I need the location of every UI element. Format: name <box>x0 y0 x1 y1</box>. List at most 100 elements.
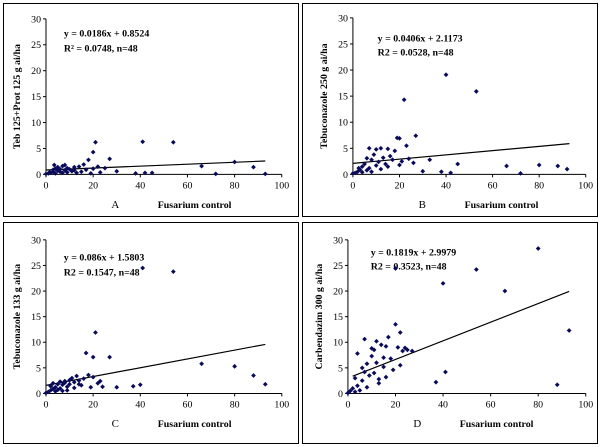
data-point <box>262 381 268 387</box>
data-point <box>355 383 360 389</box>
data-point <box>402 345 408 351</box>
y-tick-label: 25 <box>31 40 41 51</box>
data-point <box>57 379 63 385</box>
data-point <box>76 378 82 384</box>
x-axis-title: Fusarium control <box>158 200 232 211</box>
data-point <box>376 159 381 165</box>
x-axis-title: Fusarium control <box>460 419 534 430</box>
x-tick-label: 0 <box>345 399 350 410</box>
data-point <box>93 330 98 335</box>
data-point <box>90 374 96 380</box>
x-tick-label: 0 <box>350 180 355 191</box>
data-point <box>536 162 542 168</box>
data-point <box>413 133 419 139</box>
data-point <box>130 383 136 389</box>
data-point <box>366 145 372 151</box>
y-tick-label: 20 <box>333 287 343 298</box>
r-squared-label: R² = 0.0748, n=48 <box>64 44 138 55</box>
y-tick-label: 5 <box>36 144 41 155</box>
data-point <box>401 97 407 103</box>
data-point <box>90 149 96 155</box>
data-point <box>262 171 268 177</box>
x-tick-label: 100 <box>274 180 289 191</box>
data-point <box>397 162 402 168</box>
data-point <box>88 170 94 176</box>
data-point <box>213 171 219 177</box>
data-point <box>390 157 395 163</box>
data-point <box>347 388 353 394</box>
regression-equation: y = 0.1819x + 2.9979 <box>371 248 457 259</box>
data-point <box>385 334 391 340</box>
data-point <box>443 72 449 78</box>
data-point <box>518 170 523 176</box>
trendline <box>352 290 570 377</box>
y-tick-label: 5 <box>343 144 348 155</box>
data-point <box>366 165 372 171</box>
chart-panel-a: 0 5 10 15 20 25 30 0 20 40 60 80 100 Teb 125+Prot 125… <box>3 3 299 217</box>
data-point <box>448 170 454 176</box>
data-point <box>232 159 237 165</box>
y-axis-title: Carbendazim 300 g ai/ha <box>314 264 325 370</box>
data-point <box>57 385 63 391</box>
data-point <box>554 382 560 388</box>
x-tick-label: 80 <box>230 399 240 410</box>
data-point <box>114 384 120 390</box>
y-axis-title: Tebuconazole 250 g ai/ha <box>319 43 330 148</box>
data-point <box>409 348 415 354</box>
data-point <box>114 168 120 174</box>
data-point <box>411 160 416 166</box>
data-point <box>371 370 377 376</box>
data-point <box>199 163 204 169</box>
data-point <box>364 167 370 173</box>
data-point <box>400 348 406 354</box>
data-point <box>83 167 89 173</box>
data-point <box>374 360 379 366</box>
x-tick-label: 80 <box>533 399 543 410</box>
data-point <box>374 338 379 344</box>
data-point <box>357 388 363 393</box>
scatter-plot-c: 0 5 10 15 20 25 30 0 20 40 60 80 100 Tebuconazole 133… <box>12 235 289 430</box>
data-point <box>107 156 113 162</box>
data-point <box>397 136 402 141</box>
data-point <box>43 171 49 177</box>
y-tick-label: 25 <box>333 261 343 272</box>
panel-label-c: C <box>112 418 119 430</box>
x-tick-label: 100 <box>578 399 593 410</box>
x-tick-label: 60 <box>488 180 498 191</box>
data-point <box>392 148 398 154</box>
y-tick-label: 0 <box>36 389 41 400</box>
data-point <box>355 351 360 356</box>
y-tick-label: 15 <box>338 92 348 103</box>
data-point <box>383 374 389 380</box>
x-tick-label: 100 <box>578 180 593 191</box>
data-point <box>170 269 176 274</box>
y-tick-label: 30 <box>31 235 41 246</box>
x-tick-label: 20 <box>391 399 401 410</box>
data-point <box>364 155 370 161</box>
chart-panel-d: 0 5 10 15 20 25 30 0 20 40 60 80 100 Carbendazim 300 … <box>302 222 598 444</box>
chart-panel-c: 0 5 10 15 20 25 30 0 20 40 60 80 100 Tebuconazole 133… <box>3 222 299 444</box>
y-tick-label: 20 <box>338 66 348 77</box>
y-tick-label: 5 <box>338 363 343 374</box>
x-tick-label: 80 <box>230 180 240 191</box>
data-point <box>81 162 87 167</box>
data-point <box>60 170 65 176</box>
data-point <box>55 387 61 393</box>
y-tick-label: 30 <box>31 14 41 25</box>
data-point <box>404 143 409 149</box>
y-tick-label: 0 <box>338 389 343 400</box>
y-tick-label: 0 <box>343 170 348 181</box>
data-point <box>71 385 77 391</box>
x-tick-label: 40 <box>135 399 145 410</box>
scatter-plot-a: 0 5 10 15 20 25 30 0 20 40 60 80 100 Teb 125+Prot 125… <box>12 14 289 211</box>
data-point <box>64 384 70 390</box>
data-point <box>60 163 65 169</box>
data-point <box>373 163 379 168</box>
data-point <box>57 169 63 175</box>
x-tick-label: 60 <box>183 180 193 191</box>
x-tick-label: 20 <box>88 399 98 410</box>
data-point <box>359 365 365 371</box>
data-point <box>251 164 256 170</box>
data-point <box>369 169 374 175</box>
x-tick-label: 20 <box>395 180 405 191</box>
